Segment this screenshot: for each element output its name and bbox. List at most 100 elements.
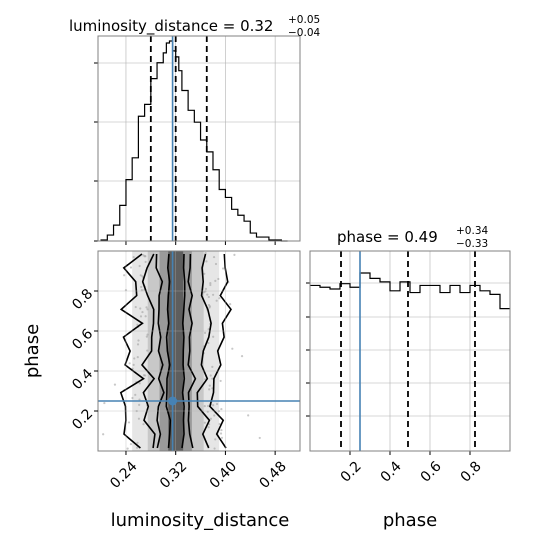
sample-point bbox=[219, 379, 222, 383]
sample-point bbox=[103, 401, 106, 405]
sample-point bbox=[145, 335, 148, 338]
sample-point bbox=[220, 436, 224, 439]
sample-point bbox=[221, 267, 225, 270]
sample-point bbox=[206, 293, 209, 296]
sample-point bbox=[144, 374, 147, 377]
sample-point bbox=[206, 404, 210, 408]
truth-point bbox=[168, 396, 178, 406]
sample-point bbox=[146, 349, 149, 352]
sample-point bbox=[207, 328, 210, 331]
contour-line-0-right bbox=[181, 253, 186, 449]
sample-point bbox=[213, 414, 216, 417]
x-tick-label-2: 0.40 bbox=[207, 458, 240, 491]
sample-point bbox=[209, 417, 213, 420]
sample-point bbox=[139, 315, 143, 318]
sample-point bbox=[215, 299, 218, 302]
sample-point bbox=[144, 260, 147, 264]
sample-point bbox=[134, 393, 137, 396]
grid-lines bbox=[98, 36, 300, 241]
sample-point bbox=[139, 307, 142, 310]
axes-frame bbox=[309, 250, 511, 452]
sample-point bbox=[203, 405, 206, 408]
sample-point bbox=[229, 303, 232, 306]
x-tick-labels: 0.24 0.32 0.40 0.48 bbox=[107, 451, 290, 492]
sample-point bbox=[207, 303, 211, 307]
contour-line-1-left bbox=[155, 253, 165, 449]
sample-point bbox=[137, 339, 140, 342]
sample-point bbox=[209, 374, 212, 377]
histogram-step-line bbox=[310, 272, 510, 310]
grid-lines bbox=[98, 251, 300, 451]
sample-point bbox=[218, 297, 221, 300]
sample-point bbox=[132, 255, 135, 259]
sample-point bbox=[144, 315, 147, 318]
sample-point bbox=[142, 423, 145, 426]
sample-point bbox=[207, 295, 210, 299]
sample-point bbox=[102, 433, 105, 436]
sample-point bbox=[219, 432, 223, 435]
x-tick-labels: 0.2 0.4 0.6 0.8 bbox=[338, 458, 485, 485]
sample-point bbox=[113, 383, 117, 386]
sample-point bbox=[212, 335, 215, 338]
grid-lines bbox=[310, 251, 510, 451]
sample-point bbox=[212, 255, 216, 259]
sample-point bbox=[143, 255, 146, 258]
sample-point bbox=[214, 279, 217, 282]
sample-point bbox=[146, 333, 149, 336]
sample-point bbox=[231, 347, 234, 350]
sample-point bbox=[131, 396, 134, 400]
x-tick-label-3: 0.48 bbox=[256, 458, 289, 491]
panel-2d-posterior: 0.24 0.32 0.40 0.48 0.2 0.4 0.6 0.8 luminosity… bbox=[22, 250, 301, 531]
sample-point bbox=[215, 402, 219, 406]
sample-point bbox=[218, 422, 221, 426]
sample-point bbox=[138, 398, 141, 401]
sample-point bbox=[126, 447, 129, 450]
title-phase: phase = 0.49 bbox=[337, 228, 438, 246]
axis-ticks bbox=[94, 62, 276, 245]
sample-point bbox=[220, 407, 223, 411]
sample-point bbox=[135, 446, 139, 449]
x-tick-label-1: 0.32 bbox=[157, 458, 190, 491]
sample-point bbox=[123, 274, 126, 277]
sample-point bbox=[204, 251, 207, 255]
title-plus-error: +0.34 bbox=[456, 225, 488, 237]
sample-point bbox=[140, 285, 143, 289]
title-minus-error: −0.33 bbox=[456, 238, 488, 250]
x-tick-label-3: 0.8 bbox=[458, 458, 485, 485]
sample-point bbox=[217, 277, 220, 281]
axes-frame bbox=[97, 250, 301, 452]
title-luminosity-distance: luminosity_distance = 0.32 bbox=[69, 17, 273, 36]
sample-point bbox=[136, 441, 139, 444]
y-tick-label-1: 0.4 bbox=[69, 366, 96, 393]
sample-point bbox=[207, 426, 210, 429]
sample-point bbox=[136, 356, 139, 359]
y-tick-label-2: 0.6 bbox=[69, 326, 96, 353]
sample-point bbox=[133, 357, 136, 360]
contour-line-2-left bbox=[140, 253, 156, 449]
sample-point bbox=[136, 343, 140, 346]
contour-line-1-right bbox=[187, 253, 197, 449]
sample-point bbox=[209, 281, 212, 285]
panel-luminosity-distance-hist: luminosity_distance = 0.32 +0.05 −0.04 bbox=[69, 14, 320, 245]
sample-point bbox=[203, 272, 206, 275]
sample-point bbox=[127, 421, 131, 424]
title-minus-error: −0.04 bbox=[288, 27, 320, 39]
contour-line-2-right bbox=[196, 253, 212, 449]
sample-point bbox=[206, 410, 209, 413]
quantile-lines bbox=[340, 251, 476, 451]
sample-point bbox=[212, 404, 215, 407]
sample-point bbox=[204, 287, 208, 290]
sample-point bbox=[214, 438, 217, 441]
sample-point bbox=[140, 289, 144, 292]
histogram-step-line bbox=[100, 40, 288, 242]
axes-frame bbox=[97, 35, 301, 242]
sample-point bbox=[203, 331, 207, 334]
sample-point bbox=[146, 308, 149, 311]
x-axis-label: phase bbox=[383, 510, 437, 531]
sample-point bbox=[207, 341, 210, 345]
sample-point bbox=[136, 323, 139, 326]
title-plus-error: +0.05 bbox=[288, 14, 320, 26]
sample-point bbox=[233, 253, 236, 256]
panel-phase-hist: phase = 0.49 +0.34 −0.33 0.2 0.4 0.6 0.8 ph… bbox=[306, 225, 511, 531]
